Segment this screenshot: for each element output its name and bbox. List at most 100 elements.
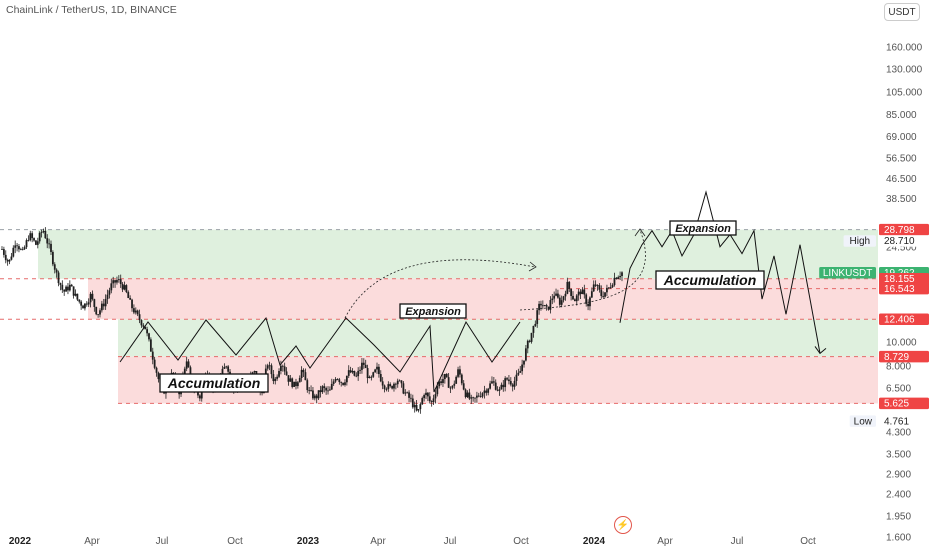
curved-arrows xyxy=(344,228,646,319)
candle-body xyxy=(423,395,426,399)
candle-body xyxy=(281,365,284,367)
candle-body xyxy=(48,243,51,245)
candle-body xyxy=(302,369,305,373)
candle-body xyxy=(266,365,269,369)
candle-body xyxy=(100,303,103,311)
candle-body xyxy=(579,291,582,295)
candle-body xyxy=(57,272,60,284)
candle-body xyxy=(40,231,43,233)
candle-body xyxy=(362,362,365,365)
candle-body xyxy=(500,384,503,390)
candle-body xyxy=(330,383,333,390)
candle-body xyxy=(46,238,49,244)
candle-body xyxy=(406,392,409,394)
candle-body xyxy=(415,404,418,411)
candle-body xyxy=(110,283,113,291)
candle-body xyxy=(87,302,90,305)
price-tag-label: 18.155 xyxy=(884,274,915,285)
projection-arrowhead xyxy=(814,346,827,355)
candle-body xyxy=(355,375,358,377)
candle-body xyxy=(381,381,384,386)
candle-body xyxy=(566,281,569,294)
candle-body xyxy=(396,380,399,385)
price-tag xyxy=(879,313,929,326)
candle-body xyxy=(112,280,115,284)
y-tick-label: 160.000 xyxy=(886,43,923,54)
y-tick-label: 6.500 xyxy=(886,384,911,395)
candle-body xyxy=(287,375,290,382)
candle-body xyxy=(276,376,279,379)
candle-body xyxy=(27,240,30,241)
candle-body xyxy=(389,384,392,387)
candle-body xyxy=(590,291,593,298)
candle-body xyxy=(321,386,324,393)
curved-arrow xyxy=(519,229,646,311)
candle-body xyxy=(344,382,346,385)
candle-body xyxy=(148,333,150,340)
annotation-label: Accumulation xyxy=(663,272,757,288)
candle-body xyxy=(340,382,343,383)
candle-body xyxy=(332,381,335,384)
projection-path xyxy=(619,190,827,355)
currency-button[interactable]: USDT xyxy=(884,3,920,21)
candle-body xyxy=(351,370,354,373)
candle-body xyxy=(436,386,439,395)
candle-body xyxy=(530,332,533,342)
x-tick-label: Apr xyxy=(84,536,100,547)
candle-body xyxy=(50,243,52,252)
candle-body xyxy=(306,380,309,391)
candle-body xyxy=(102,303,105,307)
candle-body xyxy=(197,390,199,396)
candle-body xyxy=(97,314,100,316)
candle-body xyxy=(402,383,405,394)
candle-body xyxy=(65,286,67,292)
candle-body xyxy=(91,293,94,300)
candle-body xyxy=(459,369,461,375)
candle-body xyxy=(151,351,154,360)
candle-body xyxy=(18,246,20,250)
candle-body xyxy=(494,382,497,390)
candle-body xyxy=(532,325,535,333)
candle-body xyxy=(99,310,101,315)
candle-body xyxy=(489,383,491,389)
candle-body xyxy=(570,288,573,296)
candle-body xyxy=(483,390,486,394)
price-tag xyxy=(879,235,929,247)
candle-body xyxy=(347,370,350,376)
x-tick-label: Jul xyxy=(156,536,169,547)
candle-body xyxy=(391,386,393,389)
candle-body xyxy=(615,277,618,279)
candle-body xyxy=(410,397,412,399)
candle-body xyxy=(317,390,320,399)
annotation-labels: Accumulation Expansion Accumulation Expansi… xyxy=(159,220,765,393)
candle-body xyxy=(526,340,529,349)
candle-body xyxy=(4,254,7,261)
candle-body xyxy=(327,390,329,392)
candle-body xyxy=(370,376,373,378)
candle-body xyxy=(334,379,337,382)
candle-body xyxy=(379,374,382,382)
price-tag-label: 12.406 xyxy=(884,315,915,326)
candle-body xyxy=(474,397,476,399)
candle-body xyxy=(534,323,537,326)
candle-body xyxy=(84,303,86,309)
annotation-box xyxy=(655,270,765,290)
candle-body xyxy=(598,285,601,290)
candle-body xyxy=(295,381,297,387)
candle-body xyxy=(146,329,149,334)
candle-body xyxy=(89,293,92,303)
price-tag-label: 5.625 xyxy=(884,399,909,410)
y-tick-label: 4.300 xyxy=(886,428,911,439)
candle-body xyxy=(114,280,116,283)
candle-body xyxy=(308,390,311,391)
candle-body xyxy=(1,249,3,250)
candle-body xyxy=(133,308,135,313)
candle-body xyxy=(432,398,435,403)
candle-body xyxy=(142,325,145,327)
curved-arrowhead xyxy=(634,228,646,237)
candle-body xyxy=(187,361,190,368)
lightning-icon[interactable]: ⚡ xyxy=(614,516,632,534)
candle-body xyxy=(357,370,360,377)
candle-body xyxy=(417,409,420,411)
